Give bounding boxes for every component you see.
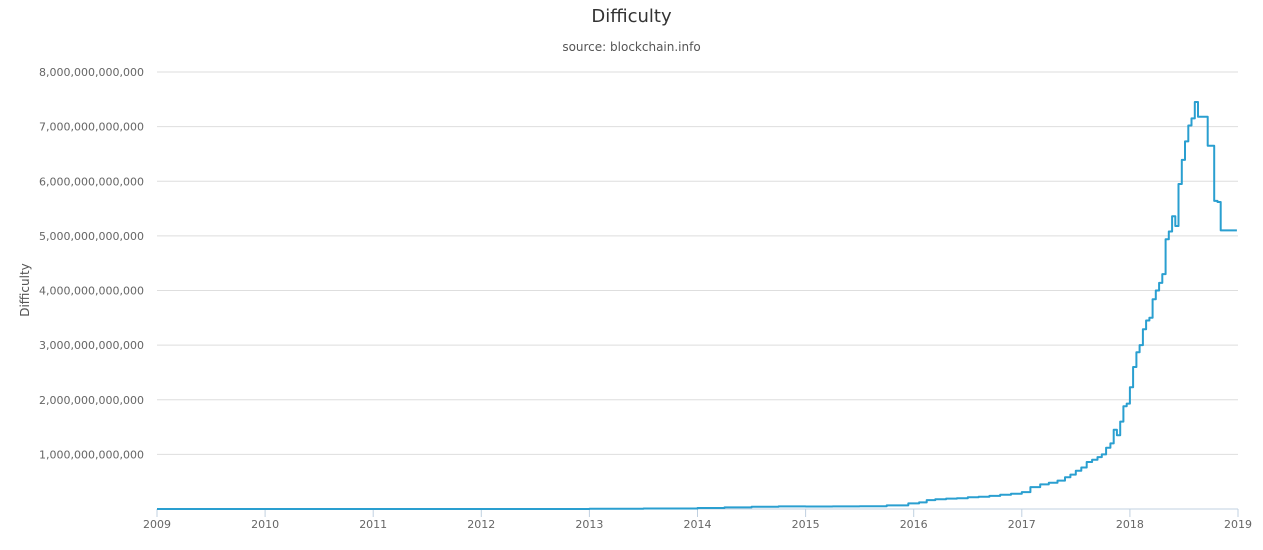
x-axis-ticks: 2009 2010 2011 2012 2013 2014 2015 2016 2017 2018… — [143, 509, 1252, 531]
y-axis-label: Difficulty — [18, 263, 32, 317]
x-tick-label: 2018 — [1116, 518, 1144, 531]
x-tick-label: 2009 — [143, 518, 171, 531]
y-tick-label: 5,000,000,000,000 — [39, 230, 144, 243]
x-tick-label: 2013 — [575, 518, 603, 531]
y-tick-label: 6,000,000,000,000 — [39, 175, 144, 188]
chart-subtitle: source: blockchain.info — [562, 40, 701, 54]
grid-lines — [157, 71, 1238, 510]
x-tick-label: 2017 — [1008, 518, 1036, 531]
series-layer — [157, 101, 1237, 510]
y-tick-label: 8,000,000,000,000 — [39, 66, 144, 79]
y-tick-label: 7,000,000,000,000 — [39, 121, 144, 134]
y-tick-label: 2,000,000,000,000 — [39, 394, 144, 407]
x-tick-label: 2012 — [467, 518, 495, 531]
y-tick-label: 3,000,000,000,000 — [39, 339, 144, 352]
series-line — [157, 101, 1237, 510]
y-axis-ticks: 1,000,000,000,000 2,000,000,000,000 3,000,… — [39, 66, 144, 461]
x-tick-label: 2016 — [900, 518, 928, 531]
x-tick-label: 2019 — [1224, 518, 1252, 531]
x-tick-label: 2011 — [359, 518, 387, 531]
chart-title: Difficulty — [591, 6, 672, 27]
x-tick-label: 2014 — [684, 518, 712, 531]
y-tick-label: 4,000,000,000,000 — [39, 285, 144, 298]
x-tick-label: 2015 — [792, 518, 820, 531]
y-tick-label: 1,000,000,000,000 — [39, 448, 144, 461]
x-tick-label: 2010 — [251, 518, 279, 531]
